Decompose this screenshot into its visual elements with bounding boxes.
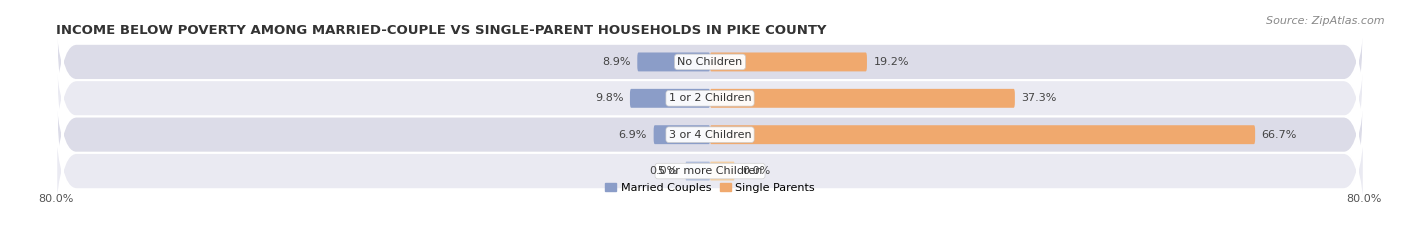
FancyBboxPatch shape	[686, 162, 710, 181]
Text: Source: ZipAtlas.com: Source: ZipAtlas.com	[1267, 16, 1385, 26]
FancyBboxPatch shape	[56, 98, 1364, 233]
Text: 37.3%: 37.3%	[1021, 93, 1057, 103]
Text: 3 or 4 Children: 3 or 4 Children	[669, 130, 751, 140]
FancyBboxPatch shape	[710, 89, 1015, 108]
FancyBboxPatch shape	[710, 162, 734, 181]
FancyBboxPatch shape	[654, 125, 710, 144]
FancyBboxPatch shape	[56, 26, 1364, 171]
FancyBboxPatch shape	[710, 52, 868, 71]
Text: 5 or more Children: 5 or more Children	[658, 166, 762, 176]
FancyBboxPatch shape	[710, 125, 1256, 144]
Legend: Married Couples, Single Parents: Married Couples, Single Parents	[600, 178, 820, 197]
Text: 66.7%: 66.7%	[1261, 130, 1298, 140]
FancyBboxPatch shape	[56, 0, 1364, 135]
FancyBboxPatch shape	[637, 52, 710, 71]
Text: 1 or 2 Children: 1 or 2 Children	[669, 93, 751, 103]
FancyBboxPatch shape	[56, 62, 1364, 207]
Text: INCOME BELOW POVERTY AMONG MARRIED-COUPLE VS SINGLE-PARENT HOUSEHOLDS IN PIKE CO: INCOME BELOW POVERTY AMONG MARRIED-COUPL…	[56, 24, 827, 37]
Text: No Children: No Children	[678, 57, 742, 67]
Text: 6.9%: 6.9%	[619, 130, 647, 140]
Text: 0.0%: 0.0%	[650, 166, 678, 176]
Text: 19.2%: 19.2%	[873, 57, 908, 67]
Text: 9.8%: 9.8%	[595, 93, 623, 103]
Text: 8.9%: 8.9%	[602, 57, 631, 67]
Text: 0.0%: 0.0%	[742, 166, 770, 176]
FancyBboxPatch shape	[630, 89, 710, 108]
